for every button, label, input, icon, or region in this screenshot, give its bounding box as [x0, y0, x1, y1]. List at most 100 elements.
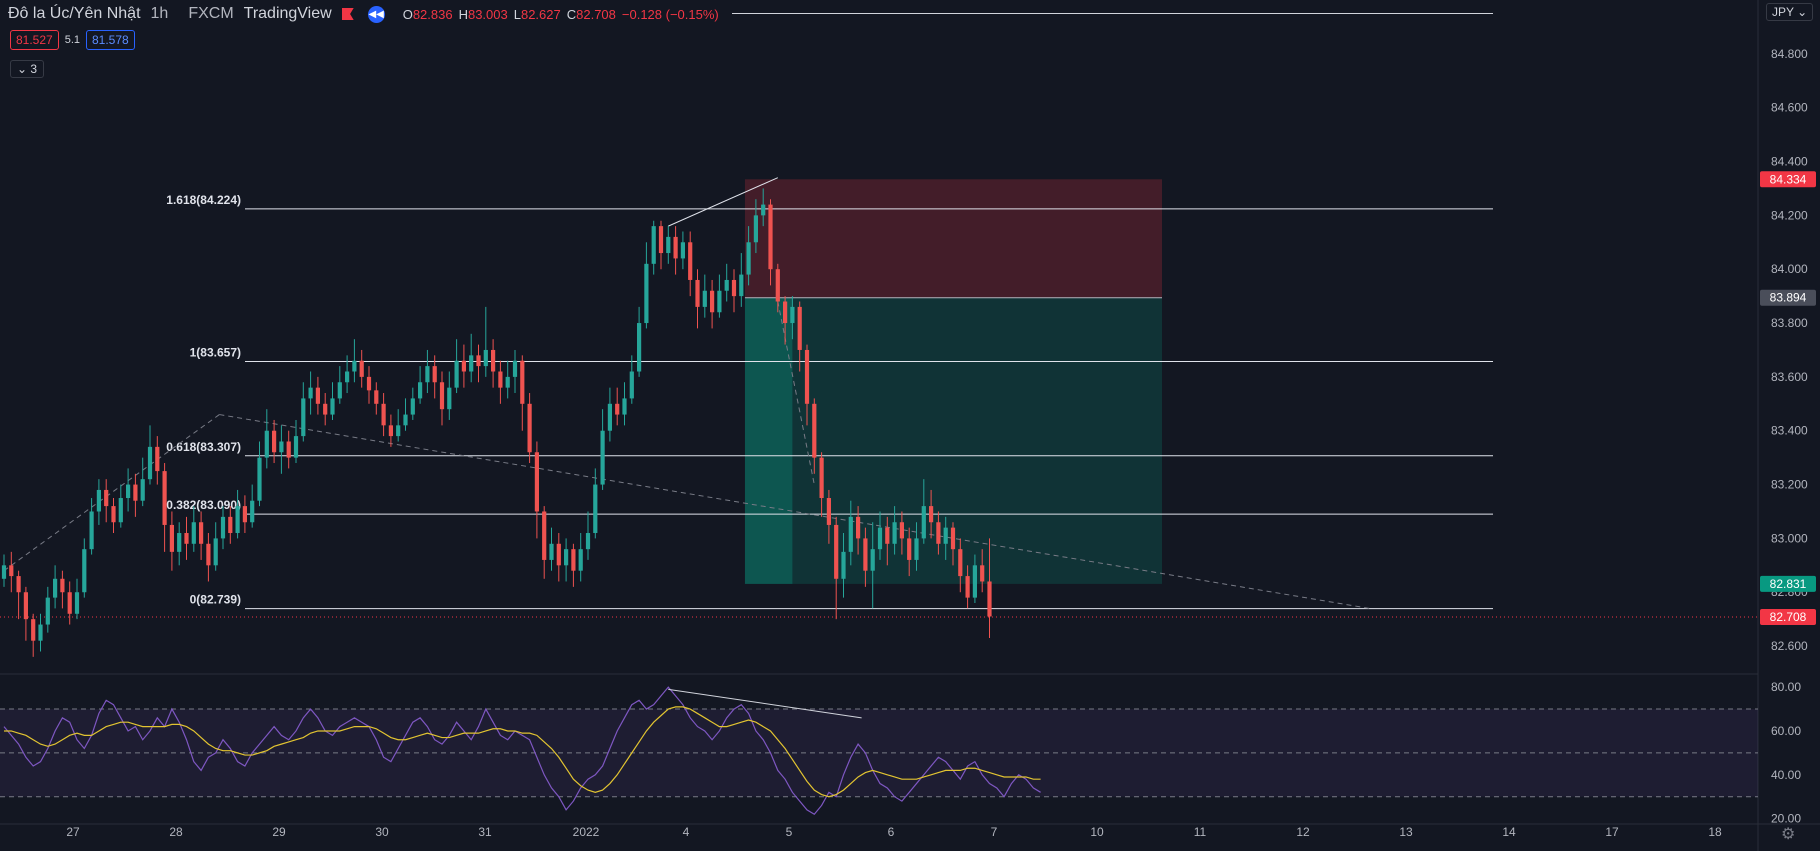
symbol-title[interactable]: Đô la Úc/Yên Nhật — [8, 5, 141, 22]
candle-body — [724, 279, 729, 291]
price-badge — [1760, 171, 1816, 188]
indicators-toggle-button[interactable]: ⌄ 3 — [10, 60, 45, 78]
candle-body — [731, 279, 737, 297]
candle-body — [169, 524, 174, 552]
candle-body — [856, 516, 861, 539]
time-axis-tick: 27 — [66, 825, 80, 839]
currency-button[interactable]: JPY ⌄ — [1766, 3, 1814, 21]
candle-body — [819, 457, 824, 499]
candle-body — [374, 390, 379, 404]
candle-body — [695, 279, 700, 307]
time-axis-tick: 17 — [1605, 825, 1619, 839]
candle-body — [783, 301, 788, 324]
candle-body — [9, 565, 14, 577]
candle-body — [476, 355, 481, 367]
provider-label: TradingView — [243, 5, 332, 22]
candle-body — [958, 549, 963, 577]
rewind-icon[interactable]: ◀◀ — [367, 5, 385, 23]
high-label: H — [458, 6, 468, 22]
candle-body — [213, 538, 218, 566]
candle-body — [396, 425, 401, 437]
candle-body — [286, 441, 291, 458]
candle-body — [710, 290, 715, 313]
time-axis-tick: 6 — [888, 825, 895, 839]
candle-body — [929, 506, 934, 523]
candle-body — [907, 538, 912, 560]
candle-body — [418, 382, 423, 399]
candle-body — [804, 349, 810, 404]
candle-body — [972, 565, 977, 598]
sell-button[interactable]: 81.527 — [10, 30, 59, 50]
candle-body — [111, 506, 116, 523]
candle-body — [863, 538, 868, 571]
candle-body — [607, 403, 612, 431]
candle-body — [16, 576, 21, 593]
flag-icon[interactable] — [341, 8, 354, 20]
candle-body — [337, 382, 342, 399]
rsi-axis-tick: 60.00 — [1771, 724, 1801, 738]
candle-body — [877, 527, 883, 550]
candle-body — [206, 543, 211, 566]
candle-body — [914, 538, 919, 560]
candle-body — [549, 543, 554, 560]
rsi-axis-tick: 40.00 — [1771, 768, 1801, 782]
candle-body — [666, 236, 671, 254]
time-axis-tick: 2022 — [573, 825, 600, 839]
candle-body — [257, 457, 262, 501]
gear-icon[interactable]: ⚙ — [1781, 826, 1796, 843]
candle-body — [1, 565, 7, 579]
candle-body — [483, 349, 488, 367]
chart-header: Đô la Úc/Yên Nhật 1h FXCM TradingView ◀◀… — [8, 3, 719, 25]
price-axis-tick: 83.800 — [1771, 316, 1808, 330]
candle-body — [126, 484, 131, 499]
rsi-axis-tick: 20.00 — [1771, 812, 1801, 826]
price-axis-tick: 84.400 — [1771, 155, 1808, 169]
candle-body — [89, 511, 94, 550]
candle-body — [797, 306, 802, 350]
candle-body — [885, 527, 890, 544]
candle-body — [366, 376, 372, 391]
candle-body — [746, 242, 751, 275]
candle-body — [352, 360, 357, 372]
candle-body — [220, 516, 226, 539]
candle-body — [67, 592, 72, 614]
candle-body — [184, 533, 189, 544]
candle-body — [943, 527, 948, 544]
interval-label[interactable]: 1h — [150, 5, 169, 22]
candle-body — [147, 446, 153, 480]
rsi-line — [3, 686, 1041, 816]
candle-body — [987, 581, 992, 617]
candle-body — [53, 578, 58, 598]
candle-body — [870, 549, 875, 571]
rsi-divergence-line — [668, 688, 862, 719]
price-badge-label: 83.894 — [1770, 291, 1807, 305]
price-axis-tick: 84.200 — [1771, 208, 1808, 222]
candle-body — [133, 484, 138, 501]
change-value: −0.128 (−0.15%) — [621, 6, 719, 22]
price-axis-tick: 83.200 — [1771, 478, 1808, 492]
candle-body — [155, 446, 160, 472]
candle-body — [104, 489, 109, 507]
candle-body — [615, 403, 620, 415]
close-value: 82.708 — [576, 6, 616, 22]
open-value: 82.836 — [412, 6, 453, 22]
candle-body — [45, 597, 50, 625]
candle-body — [82, 549, 87, 593]
price-badge-label: 82.708 — [1770, 610, 1807, 624]
candle-body — [118, 498, 123, 523]
spread-value: 5.1 — [64, 34, 80, 46]
time-axis-tick: 10 — [1090, 825, 1104, 839]
candle-body — [38, 624, 43, 641]
indicators-count: 3 — [30, 62, 38, 76]
candle-body — [272, 430, 277, 453]
price-axis-tick: 83.600 — [1771, 370, 1808, 384]
candle-body — [199, 522, 204, 544]
buy-button[interactable]: 81.578 — [86, 30, 135, 50]
price-axis-tick: 84.800 — [1771, 47, 1808, 61]
candle-body — [359, 360, 364, 377]
candle-body — [439, 382, 445, 410]
time-axis-tick: 14 — [1502, 825, 1516, 839]
candle-body — [600, 430, 605, 485]
candle-body — [622, 398, 627, 415]
